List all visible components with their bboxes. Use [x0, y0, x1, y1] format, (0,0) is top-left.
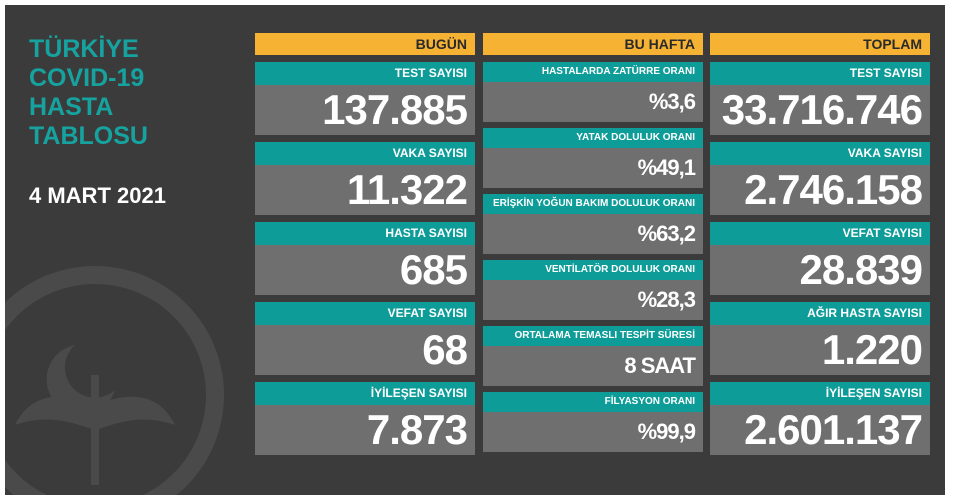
cell-value: %63,2 [483, 214, 703, 254]
cell-value: 2.601.137 [710, 405, 930, 455]
title-line: TABLOSU [29, 122, 148, 150]
cell-value: 33.716.746 [710, 85, 930, 135]
cell-value: 28.839 [710, 245, 930, 295]
cell-label: HASTA SAYISI [255, 222, 475, 245]
cell-label: AĞIR HASTA SAYISI [710, 302, 930, 325]
cell-label: FİLYASYON ORANI [483, 392, 703, 412]
cell-label: VEFAT SAYISI [255, 302, 475, 325]
cell-value: %28,3 [483, 280, 703, 320]
column-heading: BU HAFTA [483, 33, 703, 55]
title: TÜRKİYE COVID-19 HASTA TABLOSU [29, 35, 148, 151]
panel: TÜRKİYE COVID-19 HASTA TABLOSU 4 MART 2021 … [5, 5, 945, 495]
cell-value: 8 SAAT [483, 346, 703, 386]
cell-label: VAKA SAYISI [255, 142, 475, 165]
cell-value: 7.873 [255, 405, 475, 455]
cell-value: %99,9 [483, 412, 703, 452]
cell-value: %49,1 [483, 148, 703, 188]
cell-label: ORTALAMA TEMASLI TESPİT SÜRESİ [483, 326, 703, 346]
cell-label: İYİLEŞEN SAYISI [710, 382, 930, 405]
cell-label: VENTİLATÖR DOLULUK ORANI [483, 260, 703, 280]
cell-value: %3,6 [483, 82, 703, 122]
title-line: TÜRKİYE [29, 35, 139, 63]
cell-value: 2.746.158 [710, 165, 930, 215]
cell-label: VEFAT SAYISI [710, 222, 930, 245]
emblem [5, 266, 224, 495]
cell-label: İYİLEŞEN SAYISI [255, 382, 475, 405]
cell-label: TEST SAYISI [255, 62, 475, 85]
cell-value: 1.220 [710, 325, 930, 375]
cell-label: VAKA SAYISI [710, 142, 930, 165]
cell-label: HASTALARDA ZATÜRRE ORANI [483, 62, 703, 82]
cell-value: 685 [255, 245, 475, 295]
column-heading: BUGÜN [255, 33, 475, 55]
cell-label: YATAK DOLULUK ORANI [483, 128, 703, 148]
cell-value: 11.322 [255, 165, 475, 215]
title-line: COVID-19 [29, 64, 145, 92]
cell-value: 137.885 [255, 85, 475, 135]
cell-value: 68 [255, 325, 475, 375]
date: 4 MART 2021 [29, 183, 166, 208]
cell-label: ERİŞKİN YOĞUN BAKIM DOLULUK ORANI [483, 194, 703, 214]
column-heading: TOPLAM [710, 33, 930, 55]
cell-label: TEST SAYISI [710, 62, 930, 85]
title-line: HASTA [29, 93, 114, 121]
